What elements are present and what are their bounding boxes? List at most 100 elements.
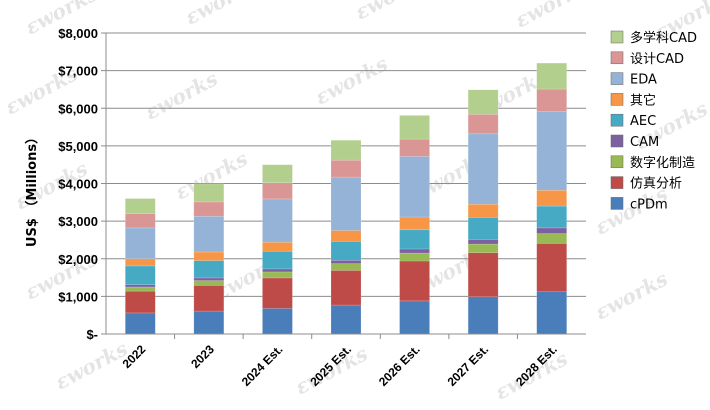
bar-segment: [467, 89, 499, 115]
bar-segment: [193, 280, 225, 286]
bar-segment: [536, 205, 568, 229]
bar-segment: [124, 286, 156, 292]
legend-label: EDA: [630, 73, 657, 88]
y-tick-labels: $- $1,000 $2,000 $3,000 $4,000 $5,000 $6,000 $7…: [58, 26, 98, 342]
x-tick-label: 2027 Est.: [445, 342, 492, 389]
bar-segment: [467, 203, 499, 218]
bar-segment: [536, 62, 568, 90]
x-tick-label: 2024 Est.: [239, 342, 286, 389]
bar-segment: [399, 248, 430, 254]
bar-segment: [536, 243, 568, 292]
bar-segment: [330, 241, 362, 261]
legend-swatch: [610, 176, 624, 189]
watermark-text: εworks: [351, 0, 431, 24]
bar-segment: [330, 263, 362, 271]
y-tick-label: $2,000: [58, 252, 98, 267]
bar-segment: [467, 239, 499, 245]
bar-segment: [124, 213, 156, 229]
bar-segment: [262, 164, 293, 184]
bar-segment: [124, 198, 156, 214]
bar-segment: [262, 250, 293, 270]
bar-segment: [193, 215, 225, 253]
bar-segment: [399, 156, 430, 218]
legend-label: 仿真分析: [630, 177, 682, 192]
bar-segment: [536, 88, 568, 112]
bar-segment: [262, 241, 293, 252]
bar-segment: [193, 251, 225, 261]
bar-segment: [467, 243, 499, 254]
bar-segment: [399, 252, 430, 262]
bar-segment: [330, 259, 362, 264]
legend-label: AEC: [630, 114, 656, 129]
bar-segment: [193, 277, 225, 281]
watermark-text: εworks: [181, 0, 261, 29]
legend-swatch: [610, 134, 624, 148]
bar-segment: [536, 233, 568, 244]
bar-segment: [536, 111, 568, 191]
legend-swatch: [610, 93, 624, 106]
bar-segment: [262, 268, 293, 273]
y-tick-label: $1,000: [58, 289, 98, 304]
bar-segment: [193, 310, 225, 335]
bar-segment: [124, 284, 156, 288]
y-axis-label: US$ （Millions）: [24, 131, 40, 247]
bar-segment: [193, 260, 225, 279]
bar-segment: [467, 133, 499, 205]
bar-segment: [330, 304, 362, 335]
watermark-text: εworks: [141, 66, 221, 124]
watermark-text: εworks: [311, 51, 391, 109]
bar-segment: [262, 308, 293, 335]
bar-segment: [330, 159, 362, 178]
bar-segment: [193, 183, 225, 203]
bar-segment: [467, 217, 499, 240]
legend-label: 数字化制造: [630, 156, 695, 171]
y-tick-label: $8,000: [58, 26, 98, 41]
bar-segment: [330, 176, 362, 231]
bar-segment: [193, 285, 225, 312]
legend-swatch: [610, 197, 624, 210]
bar-segment: [330, 230, 362, 242]
y-tick-label: $3,000: [58, 214, 98, 229]
bar-segment: [399, 216, 430, 231]
bar-segment: [399, 115, 430, 140]
bar-segment: [467, 296, 499, 335]
y-tick-label: $6,000: [58, 101, 98, 116]
watermark-text: εworks: [591, 266, 671, 324]
legend-swatch: [610, 30, 624, 44]
watermark-text: εworks: [511, 0, 591, 32]
bar-segment: [399, 229, 430, 250]
bar-segment: [467, 252, 499, 298]
legend-swatch: [610, 72, 624, 85]
bar-segment: [124, 227, 156, 260]
axes: [105, 33, 586, 339]
bar-segment: [330, 139, 362, 161]
bar-segment: [330, 270, 362, 306]
bars-group: [124, 62, 568, 335]
bar-segment: [536, 189, 568, 207]
legend-label: 设计CAD: [630, 52, 684, 67]
legend-swatch: [610, 113, 624, 127]
legend-label: 多学科CAD: [630, 30, 697, 46]
bar-segment: [193, 201, 225, 217]
y-tick-label: $7,000: [58, 64, 98, 79]
x-tick-label: 2023: [188, 342, 217, 371]
legend-label: 其它: [630, 92, 656, 108]
bar-segment: [467, 113, 499, 135]
bar-segment: [262, 277, 293, 309]
bar-segment: [262, 182, 293, 200]
watermark-text: εworks: [51, 336, 131, 394]
bar-segment: [262, 271, 293, 279]
legend-swatch: [610, 51, 624, 65]
y-tick-label: $5,000: [58, 139, 98, 154]
bar-segment: [124, 258, 156, 267]
bar-segment: [262, 198, 293, 243]
bar-segment: [124, 312, 156, 335]
legend-swatch: [610, 155, 624, 169]
bar-segment: [124, 265, 156, 286]
bar-segment: [399, 260, 430, 302]
legend-label: cPDm: [630, 197, 668, 212]
legend-label: CAM: [630, 135, 659, 150]
bar-segment: [124, 290, 156, 314]
